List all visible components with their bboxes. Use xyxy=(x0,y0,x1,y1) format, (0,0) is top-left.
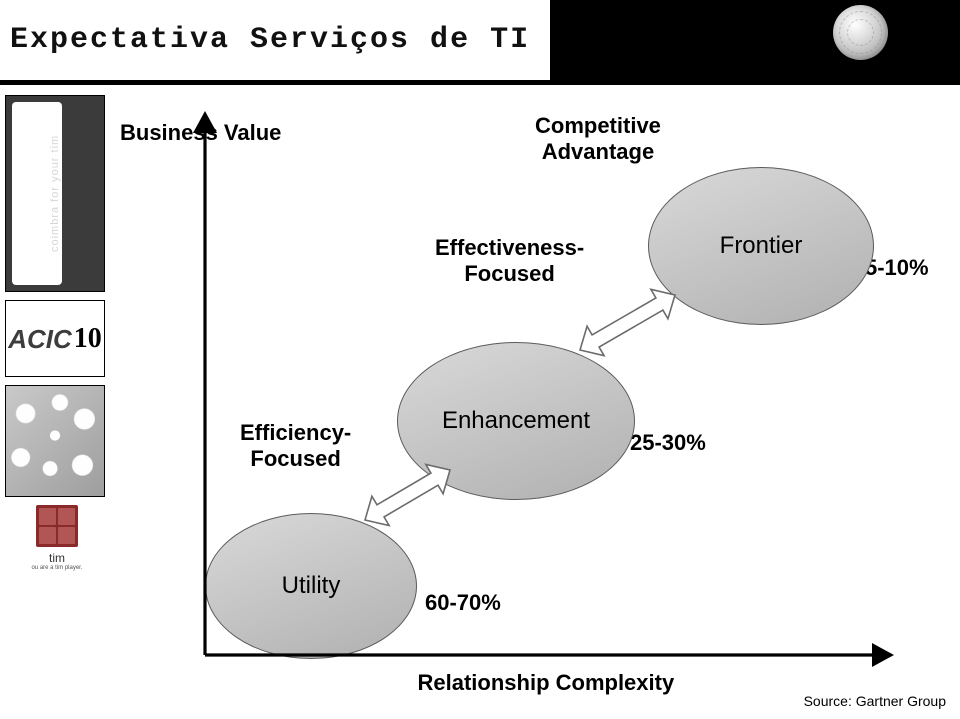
coimbra-text: coimbra for your tim xyxy=(49,135,61,252)
compuware-wordmark: COMPUWARE xyxy=(794,62,920,82)
diagram-svg xyxy=(120,95,950,709)
acic-word: ACIC xyxy=(8,324,72,355)
thumbnail-collage xyxy=(5,385,105,497)
acic-logo: ACIC 10 xyxy=(5,300,105,377)
compuware-logo: COMPUWARE® xyxy=(775,5,945,83)
tim-tagline: ou are a tim player. xyxy=(31,565,82,571)
x-axis-label: Relationship Complexity xyxy=(418,670,675,696)
title-slab: Expectativa Serviços de TI xyxy=(0,0,550,80)
page-title: Expectativa Serviços de TI xyxy=(10,23,530,57)
registered-mark-icon: ® xyxy=(920,62,926,71)
tim-logo: tim ou are a tim player. xyxy=(0,505,117,571)
tim-squares-icon xyxy=(36,505,78,547)
diagram-area: Business Value Competitive Advantage Eff… xyxy=(120,95,950,709)
source-note: Source: Gartner Group xyxy=(804,693,946,709)
tim-brand: tim xyxy=(49,551,65,565)
acic-ten: 10 xyxy=(74,323,102,355)
left-sidebar: coimbra for your tim ACIC 10 tim ou are … xyxy=(0,95,110,719)
coimbra-banner: coimbra for your tim xyxy=(5,95,105,292)
compuware-globe-icon xyxy=(833,5,888,60)
